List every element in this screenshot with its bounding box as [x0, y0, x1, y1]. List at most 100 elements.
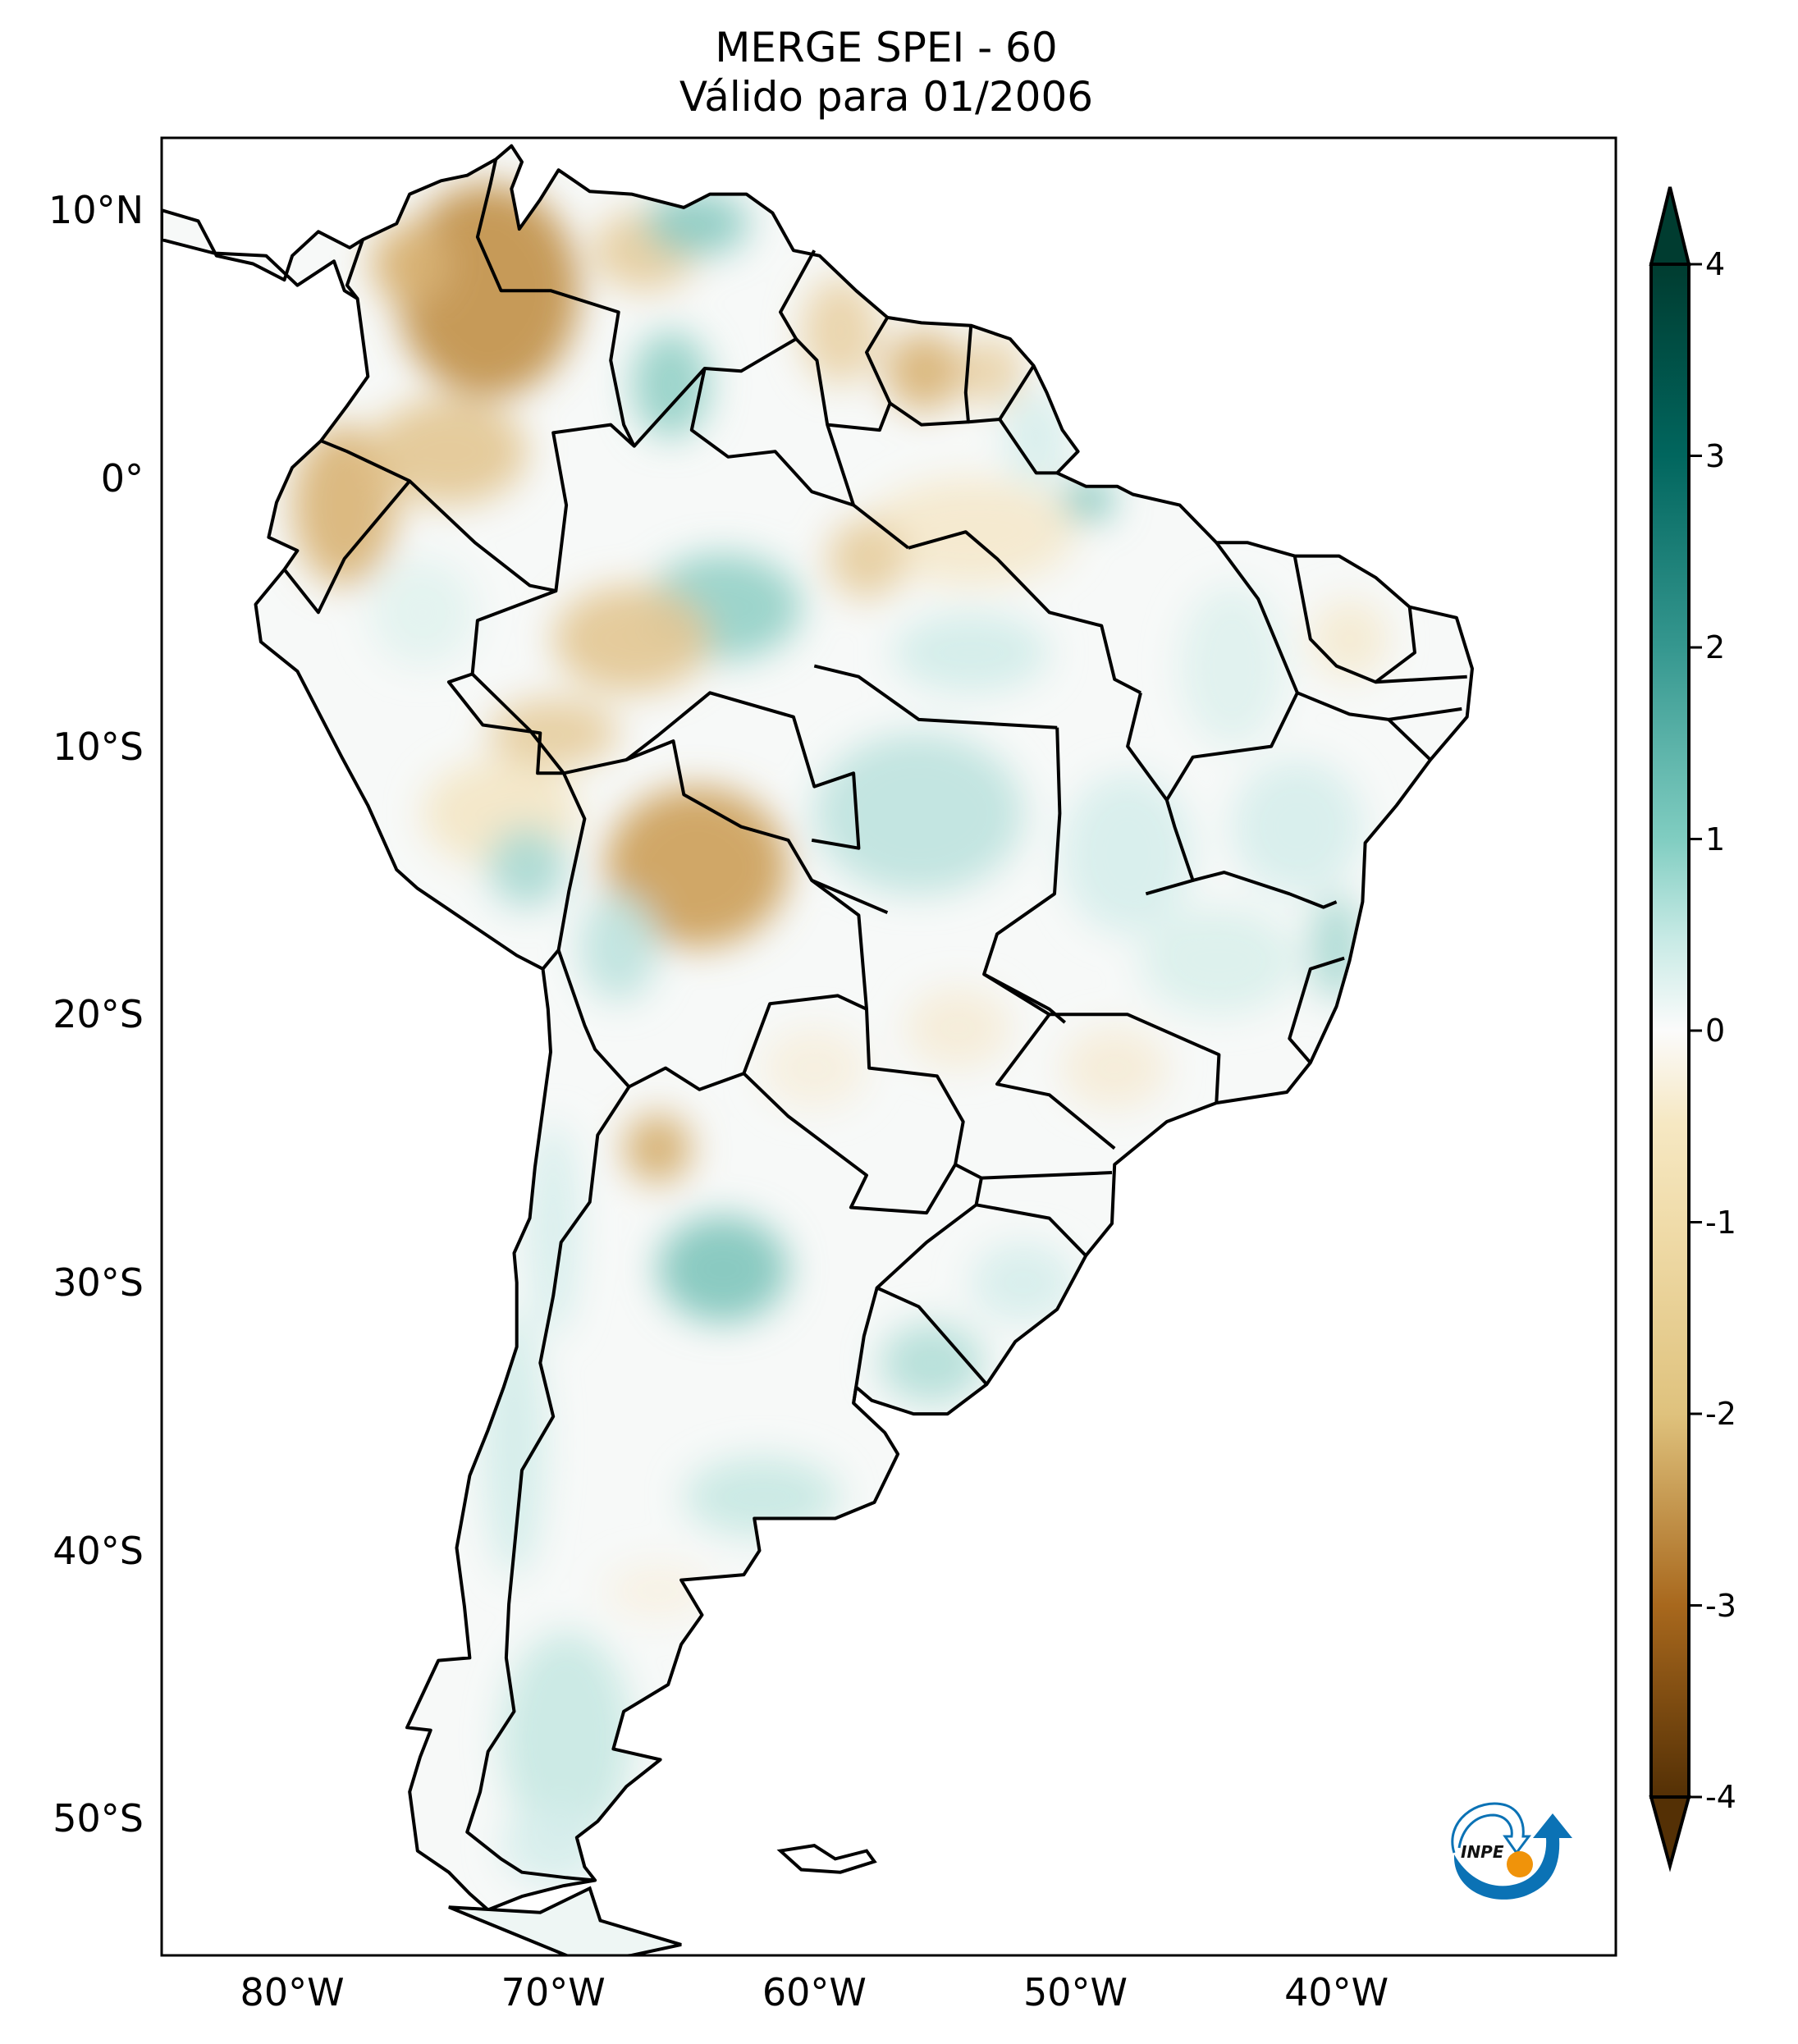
country-border	[995, 1013, 1116, 1150]
x-tick-label: 50°W	[1023, 1970, 1128, 2014]
x-tick-label: 80°W	[240, 1970, 345, 2014]
country-border	[625, 691, 861, 850]
y-tick-label: 10°S	[53, 724, 144, 769]
spei-anomaly-blob	[892, 612, 1050, 693]
logo-text: INPE	[1461, 1842, 1504, 1862]
country-border	[998, 418, 1058, 475]
country-border	[1292, 556, 1416, 684]
x-tick-label: 40°W	[1284, 1970, 1389, 2014]
y-tick-label: 20°S	[53, 992, 144, 1037]
spei-anomaly-blob	[971, 1241, 1076, 1323]
coastline	[162, 144, 1474, 1912]
spei-anomaly-blob	[292, 424, 397, 586]
colorbar-body	[1649, 263, 1690, 1799]
map-title: MERGE SPEI - 60	[715, 24, 1058, 71]
spei-anomaly-blob	[1310, 894, 1363, 1001]
logo-swoosh-icon	[1453, 1813, 1572, 1900]
spei-anomaly-blob	[370, 558, 475, 666]
country-border	[1126, 692, 1195, 896]
logo-arc-icon	[1451, 1802, 1531, 1855]
country-border	[1388, 706, 1462, 721]
country-border	[471, 672, 868, 1091]
spei-anomaly-blob	[1140, 907, 1297, 1015]
country-border	[908, 530, 1141, 695]
land-area	[162, 145, 1472, 1910]
spei-anomaly-blob	[527, 1121, 580, 1337]
y-tick-label: 40°S	[53, 1528, 144, 1573]
country-border	[320, 158, 636, 593]
colorbar-lower-extend	[1649, 1795, 1691, 1873]
colorbar-tick-label: 1	[1705, 821, 1726, 857]
country-borders	[282, 158, 1467, 1882]
spei-anomaly-blob	[1062, 478, 1115, 522]
country-border	[1288, 956, 1345, 1064]
spei-anomaly-blob	[905, 987, 1010, 1068]
spei-anomaly-blob	[885, 331, 963, 412]
country-border	[345, 239, 364, 300]
colorbar-tick-label: 2	[1705, 629, 1726, 665]
country-border	[743, 1008, 965, 1215]
country-border	[982, 727, 1067, 1024]
spei-anomaly-blob	[1004, 390, 1068, 487]
spei-anomaly-blob	[801, 277, 880, 385]
spei-anomaly-blob	[396, 183, 580, 398]
spei-anomaly-blob	[370, 223, 449, 304]
y-tick-label: 50°S	[53, 1796, 144, 1841]
spei-anomaly-blob	[866, 478, 1076, 586]
colorbar-tick-label: -3	[1705, 1587, 1736, 1624]
spei-anomaly-blob	[1179, 585, 1284, 747]
spei-anomaly-blob	[1062, 1027, 1167, 1109]
colorbar-tick-label: 0	[1705, 1013, 1726, 1049]
spei-anomaly-blob	[605, 1564, 711, 1618]
spei-anomaly-blob	[684, 1456, 841, 1538]
country-border	[794, 316, 892, 432]
y-tick-label: 10°N	[48, 188, 144, 233]
x-tick-label: 60°W	[762, 1970, 867, 2014]
spei-anomaly-blob	[624, 1113, 692, 1184]
spei-anomaly-blob	[657, 1215, 789, 1323]
country-border	[968, 364, 1036, 424]
y-tick-label: 30°S	[53, 1260, 144, 1305]
country-border	[811, 879, 889, 915]
spei-anomaly-blob	[370, 397, 528, 505]
country-border	[1297, 691, 1432, 761]
spei-anomaly-blob	[827, 518, 906, 599]
falkland-islands	[776, 1844, 877, 1874]
logo-sun-icon	[1507, 1851, 1533, 1877]
country-border	[852, 1287, 879, 1404]
country-border	[465, 1086, 631, 1882]
colorbar-tick-label: -1	[1705, 1204, 1736, 1241]
colorbar-tick-label: 4	[1705, 246, 1726, 282]
country-border	[813, 664, 1058, 729]
spei-anomaly-blob	[879, 1322, 985, 1404]
country-border	[1165, 542, 1299, 801]
inpe-logo: INPE	[1451, 1802, 1572, 1900]
spei-anomaly-blob	[487, 826, 567, 908]
spei-anomaly-blob	[579, 894, 658, 1001]
spei-anomaly-blob	[1232, 759, 1363, 894]
axes-frame	[160, 136, 1617, 1957]
x-tick-label: 70°W	[501, 1970, 606, 2014]
spei-anomaly-blob	[631, 331, 711, 438]
y-tick-label: 0°	[100, 455, 144, 501]
colorbar-tick-label: 3	[1705, 437, 1726, 474]
country-border	[976, 1203, 1087, 1257]
spei-raster	[292, 183, 1389, 1886]
country-border	[689, 368, 854, 507]
colorbar	[1649, 186, 1702, 1873]
country-border	[282, 479, 411, 615]
spei-anomaly-blob	[501, 1630, 632, 1846]
spei-anomaly-blob	[1310, 598, 1389, 679]
country-border	[983, 972, 1221, 1104]
spei-anomaly-blob	[487, 697, 619, 768]
colorbar-upper-extend	[1649, 186, 1691, 266]
spei-anomaly-blob	[553, 585, 711, 693]
country-border	[1375, 674, 1467, 684]
spei-anomaly-blob	[762, 1027, 867, 1109]
spei-anomaly-blob	[644, 191, 749, 256]
map-subtitle: Válido para 01/2006	[679, 73, 1094, 121]
spei-anomaly-blob	[960, 336, 1023, 406]
colorbar-tick-label: -2	[1705, 1396, 1736, 1432]
spei-anomaly-blob	[814, 733, 1023, 894]
